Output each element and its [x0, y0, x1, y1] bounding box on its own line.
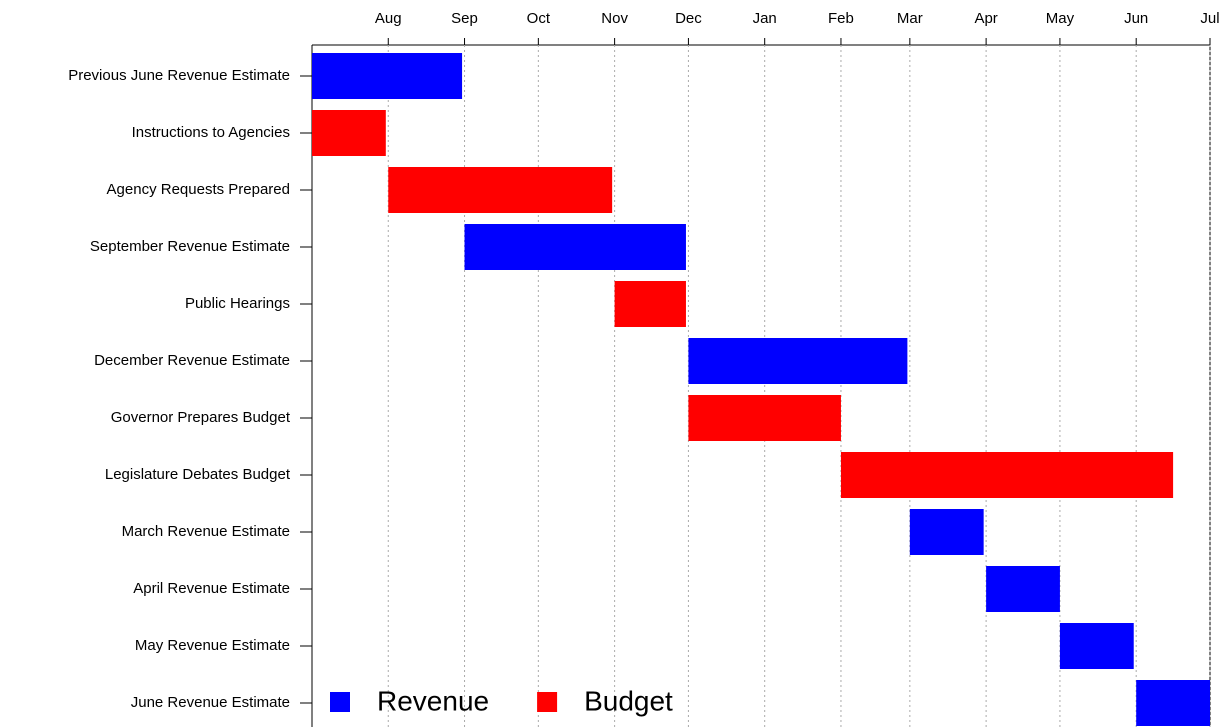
y-tick-label: Legislature Debates Budget	[105, 466, 291, 483]
bar	[986, 566, 1060, 612]
y-tick-label: Agency Requests Prepared	[107, 181, 290, 198]
bar	[688, 395, 841, 441]
y-tick-label: September Revenue Estimate	[90, 238, 290, 255]
bar	[1136, 680, 1210, 726]
legend-label: Budget	[584, 685, 673, 716]
x-tick-label: Oct	[527, 10, 551, 27]
legend-label: Revenue	[377, 685, 489, 716]
x-tick-label: Mar	[897, 10, 923, 27]
bar	[312, 53, 463, 99]
y-tick-label: Public Hearings	[185, 295, 290, 312]
y-tick-label: April Revenue Estimate	[133, 580, 290, 597]
bar	[614, 281, 686, 327]
x-tick-label: Jun	[1124, 10, 1148, 27]
x-tick-label: Jan	[753, 10, 777, 27]
y-tick-label: Previous June Revenue Estimate	[68, 67, 290, 84]
legend-swatch	[537, 692, 558, 712]
x-tick-label: Aug	[375, 10, 402, 27]
y-tick-label: May Revenue Estimate	[135, 637, 290, 654]
x-tick-label: Apr	[974, 10, 997, 27]
x-tick-label: Jul	[1200, 10, 1219, 27]
x-tick-label: Nov	[601, 10, 628, 27]
y-tick-label: Governor Prepares Budget	[111, 409, 291, 426]
legend-swatch	[330, 692, 350, 712]
grid	[387, 45, 1211, 727]
bar	[388, 167, 613, 213]
bar	[909, 509, 984, 555]
bar	[464, 224, 686, 270]
x-tick-label: Dec	[675, 10, 702, 27]
x-tick-label: May	[1046, 10, 1075, 27]
bar	[840, 452, 1174, 498]
y-tick-label: March Revenue Estimate	[122, 523, 290, 540]
y-tick-label: December Revenue Estimate	[94, 352, 290, 369]
bar	[688, 338, 908, 384]
y-tick-label: June Revenue Estimate	[131, 694, 290, 711]
y-tick-label: Instructions to Agencies	[132, 124, 290, 141]
x-tick-label: Sep	[451, 10, 478, 27]
x-tick-label: Feb	[828, 10, 854, 27]
bar	[312, 110, 386, 156]
bar	[1059, 623, 1134, 669]
